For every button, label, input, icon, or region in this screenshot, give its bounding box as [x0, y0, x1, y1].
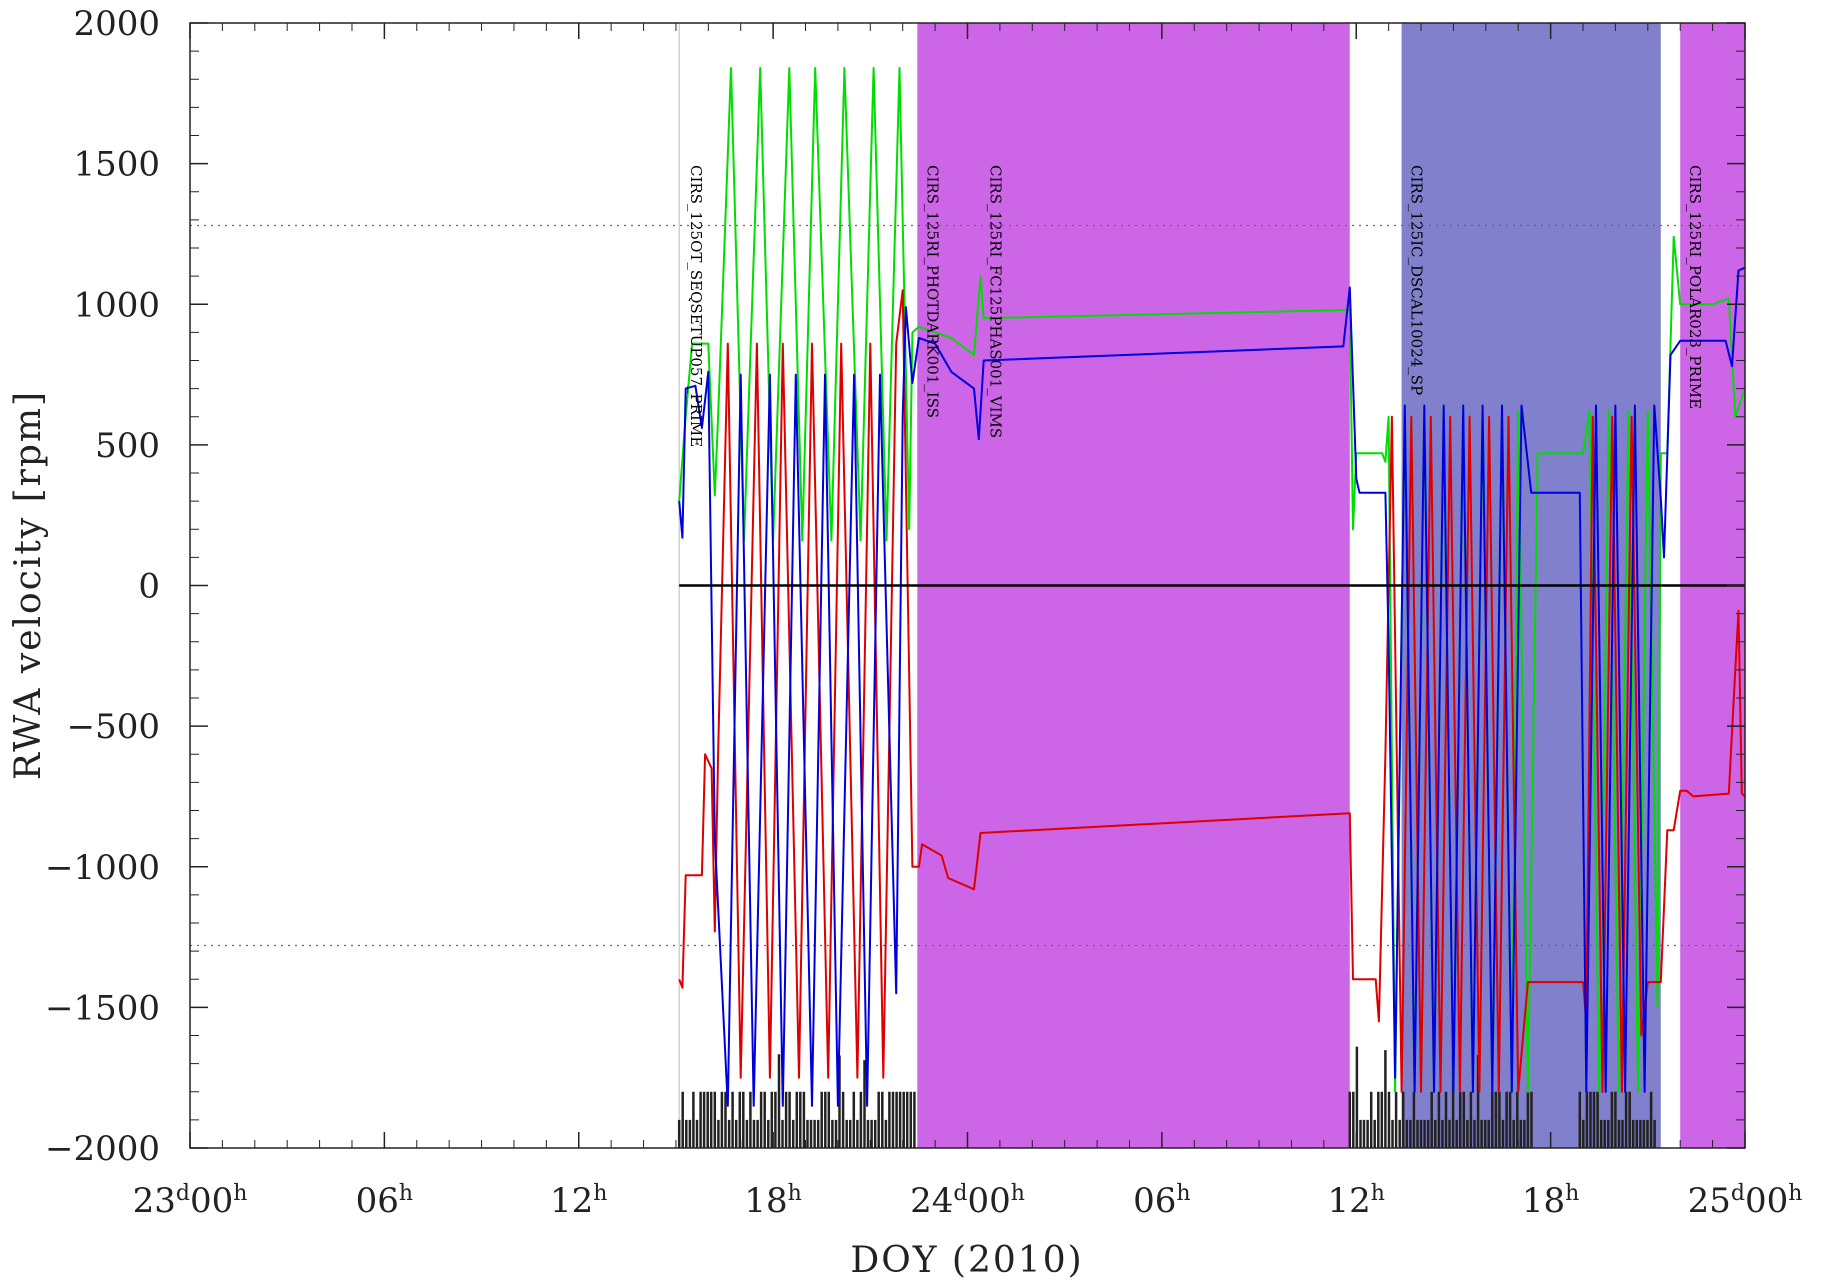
x-tick-label: 06h [356, 1181, 413, 1221]
y-tick-label: −2000 [45, 1129, 160, 1169]
x-tick-label: 18h [744, 1181, 801, 1221]
activity-bursts [677, 1046, 1656, 1148]
limit-lines [190, 224, 1745, 947]
series-lines [678, 67, 1746, 1107]
series-line-2 [678, 266, 1746, 1107]
y-tick-label: −1500 [45, 988, 160, 1028]
y-axis-title: RWA velocity [rpm] [8, 390, 49, 780]
y-tick-label: 1000 [73, 285, 160, 325]
x-tick-label: 12h [1328, 1181, 1385, 1221]
x-axis-title: DOY (2010) [850, 1240, 1083, 1281]
y-tick-label: −500 [67, 707, 160, 747]
x-tick-label: 18h [1522, 1181, 1579, 1221]
annotation-label: CIRS_125RI_PHOTDARK001_ISS [923, 165, 941, 418]
x-tick-label: 24d00h [910, 1181, 1025, 1221]
annotation-label: CIRS_125OT_SEQSETUP057_PRIME [687, 165, 705, 447]
y-tick-label: 1500 [73, 145, 160, 185]
x-tick-label: 23d00h [133, 1181, 248, 1221]
annotation-label: CIRS_125RI_FC125PHAS001_VIMS [986, 165, 1004, 438]
y-tick-label: 0 [138, 567, 160, 607]
x-tick-label: 12h [550, 1181, 607, 1221]
y-axis: 2000 1500 1000 500 0 −500 −1000 −1500 −2000 [45, 4, 1745, 1169]
activity-burst-marks [677, 1046, 1656, 1148]
x-tick-label: 25d00h [1688, 1181, 1803, 1221]
annotations: CIRS_125OT_SEQSETUP057_PRIME CIRS_125RI_P… [687, 165, 1704, 447]
annotation-label: CIRS_125RI_POLAR023_PRIME [1686, 165, 1704, 409]
annotation-label: CIRS_125IC_DSCAL10024_SP [1408, 165, 1426, 395]
y-tick-label: −1000 [45, 848, 160, 888]
y-tick-label: 2000 [73, 4, 160, 44]
y-tick-label: 500 [95, 426, 160, 466]
x-tick-label: 06h [1133, 1181, 1190, 1221]
x-axis: 23d00h 06h 12h 18h 24d00h 06h 12h 18h 25d00h [133, 23, 1803, 1221]
